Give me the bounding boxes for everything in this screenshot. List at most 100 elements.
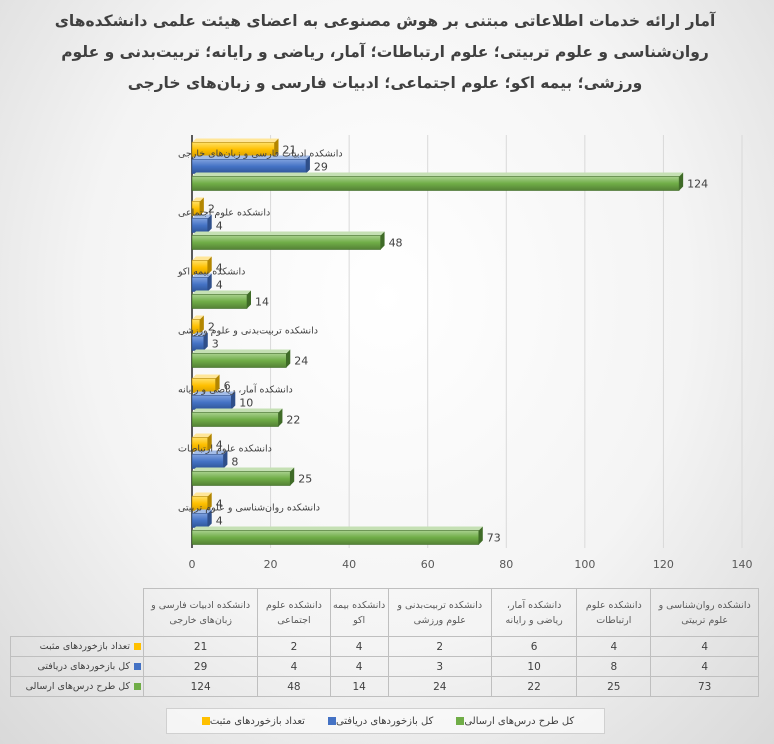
x-tick-label: 40 (342, 558, 356, 571)
data-label: 22 (286, 414, 300, 427)
data-table-cell: 21 (142, 636, 259, 657)
chart-legend: تعداد بازخوردهای مثبت کل بازخوردهای دریا… (166, 708, 605, 734)
bar (191, 513, 209, 528)
bar-side-face (207, 273, 212, 292)
bar-top-face (192, 172, 684, 177)
x-tick-label: 140 (732, 558, 753, 571)
data-label: 4 (216, 279, 223, 292)
data-label: 25 (298, 473, 312, 486)
data-table-column-header: دانشکده ادبیات فارسی و زبان‌های خارجی (142, 588, 259, 637)
data-label: 6 (224, 380, 231, 393)
data-table-column-header: دانشکده علوم ارتباطات (576, 588, 652, 637)
data-label: 3 (212, 338, 219, 351)
data-table-cell: 4 (329, 656, 389, 677)
bar-top-face (192, 408, 283, 413)
bar-top-face (192, 433, 212, 438)
data-label: 24 (294, 355, 308, 368)
data-table-cell: 2 (387, 636, 492, 657)
bar-side-face (278, 408, 283, 427)
data-label: 4 (216, 515, 223, 528)
bar-top-face (192, 256, 212, 261)
data-label: 14 (255, 296, 269, 309)
data-table-cell: 22 (490, 676, 578, 697)
bar-top-face (192, 526, 483, 531)
bar (191, 235, 381, 250)
data-table-cell: 3 (387, 656, 492, 677)
y-tick-label: دانشکده بیمه اکو (177, 267, 245, 278)
data-table-cell: 4 (329, 636, 389, 657)
y-tick-label: دانشکده ادبیات فارسی و زبان‌های خارجی (178, 149, 343, 160)
data-table-column-header: دانشکده تربیت‌بدنی و علوم ورزشی (387, 588, 492, 637)
bar-side-face (207, 214, 212, 233)
bar (191, 218, 209, 233)
data-label: 4 (216, 439, 223, 452)
data-table: دانشکده ادبیات فارسی و زبان‌های خارجی دان… (10, 588, 759, 697)
bar-side-face (247, 290, 251, 309)
bar-top-face (192, 467, 295, 472)
bar (191, 530, 480, 545)
data-table-cell: 73 (650, 676, 759, 697)
legend-item: کل طرح درس‌های ارسالی (451, 716, 574, 727)
data-table-column-header: دانشکده روان‌شناسی و علوم تربیتی (650, 588, 759, 637)
data-table-cell: 24 (387, 676, 492, 697)
bar-side-face (199, 197, 204, 216)
x-tick-label: 20 (264, 558, 278, 571)
bar (191, 176, 680, 191)
x-tick-label: 60 (421, 558, 435, 571)
data-table-cell: 4 (576, 636, 652, 657)
data-label: 4 (216, 262, 223, 275)
chart-title: آمار ارائه خدمات اطلاعاتی مبتنی بر هوش م… (54, 12, 716, 92)
bar-top-face (192, 290, 251, 295)
bar (191, 395, 232, 410)
data-label: 4 (216, 220, 223, 233)
bar (191, 471, 291, 486)
data-table-cell: 48 (257, 676, 331, 697)
data-table-cell: 8 (576, 656, 652, 677)
data-label: 29 (314, 161, 328, 174)
bar-top-face (192, 138, 279, 143)
data-label: 2 (208, 203, 215, 216)
data-table-cell: 14 (329, 676, 389, 697)
x-tick-label: 100 (574, 558, 595, 571)
data-table-cell: 6 (490, 636, 578, 657)
y-tick-label: دانشکده علوم اجتماعی (178, 208, 270, 219)
y-tick-label: دانشکده آمار، ریاضی و رایانه (178, 383, 293, 396)
legend-label: کل طرح درس‌های ارسالی (464, 715, 575, 727)
bar-top-face (192, 231, 385, 236)
bar-top-face (192, 349, 291, 354)
data-table-row-label: کل طرح درس‌های ارسالی (10, 676, 144, 697)
legend-item: تعداد بازخوردهای مثبت (197, 716, 305, 727)
bar-side-face (207, 509, 212, 528)
bar-top-face (192, 374, 220, 379)
bar-side-face (274, 138, 279, 157)
bar-side-face (207, 492, 212, 511)
bar-side-face (207, 433, 212, 452)
y-tick-label: دانشکده روان‌شناسی و علوم تربیتی (178, 503, 320, 514)
data-table-cell: 29 (142, 656, 259, 677)
bar (191, 277, 209, 292)
bar-chart: 0 20 40 60 80 100 120 140 دانشکده روان‌شناسی و ع… (177, 135, 753, 571)
data-table-cell: 4 (650, 656, 759, 677)
data-table-cell: 4 (650, 636, 759, 657)
bar-side-face (305, 155, 310, 174)
bar (191, 353, 287, 368)
bar-top-face (192, 450, 228, 455)
bar-side-face (231, 391, 236, 410)
data-label: 124 (687, 178, 708, 191)
data-label: 10 (239, 397, 253, 410)
bar-top-face (192, 197, 204, 202)
bar (191, 294, 248, 309)
data-table-column-header: دانشکده آمار، ریاضی و رایانه (490, 588, 578, 637)
bar-side-face (290, 467, 295, 486)
data-label: 21 (283, 144, 297, 157)
bar-top-face (192, 273, 212, 278)
data-label: 4 (216, 498, 223, 511)
bar-top-face (192, 391, 236, 396)
bar (191, 454, 224, 469)
legend-label: تعداد بازخوردهای مثبت (209, 715, 305, 727)
bar-side-face (286, 349, 291, 368)
data-label: 2 (208, 321, 215, 334)
data-table-row-label: کل بازخوردهای دریافتی (10, 656, 144, 677)
x-tick-label: 80 (499, 558, 513, 571)
data-table-cell: 4 (257, 656, 331, 677)
